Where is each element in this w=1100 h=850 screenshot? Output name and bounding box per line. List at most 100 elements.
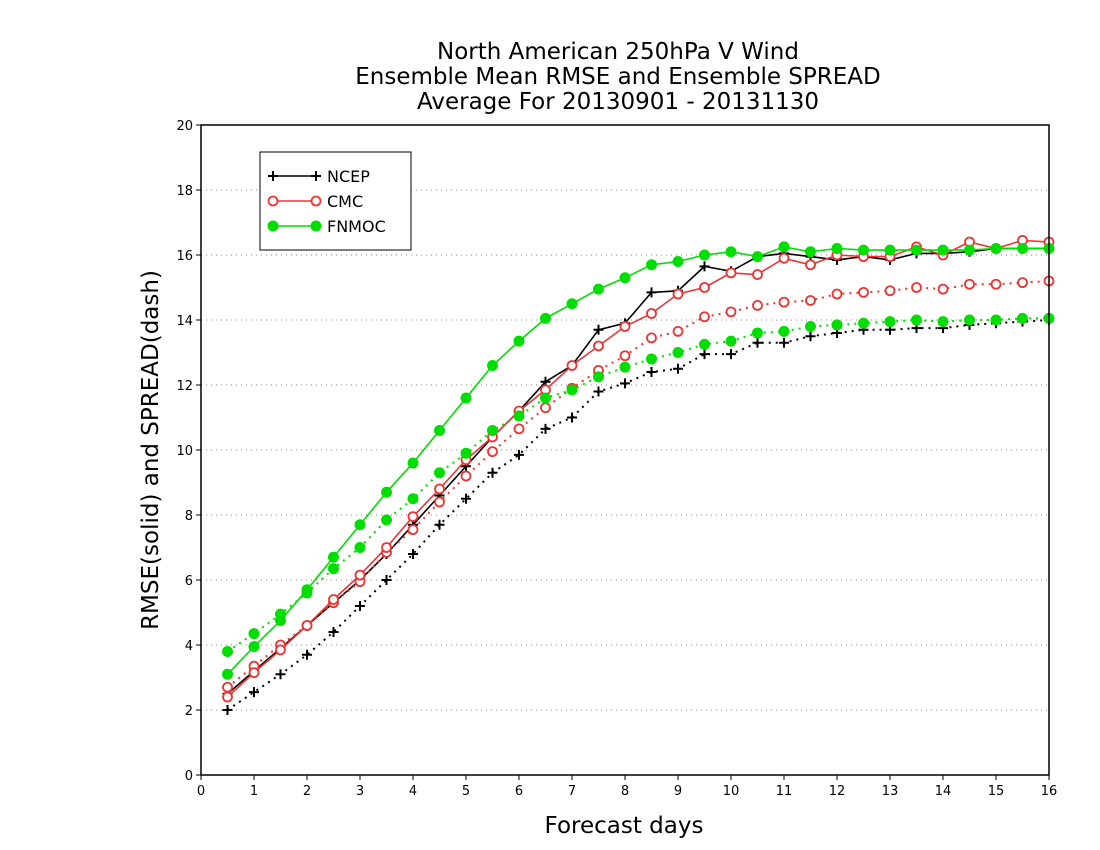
fnmoc-rmse-line (226, 246, 1049, 675)
ncep-rmse-point (699, 261, 710, 272)
cmc-rmse-point (566, 360, 578, 371)
cmc-rmse-point (646, 308, 657, 319)
y-tick-label: 12 (176, 379, 193, 394)
legend-cmc-label: CMC (327, 192, 363, 211)
series-layer (222, 234, 1055, 715)
y-tick-label: 2 (185, 704, 193, 719)
fnmoc-rmse-point (858, 244, 869, 256)
fnmoc-spread-point (725, 335, 737, 347)
cmc-spread-point (778, 296, 790, 308)
ncep-spread-point (355, 601, 365, 611)
fnmoc-rmse-point (487, 360, 498, 371)
legend-fnmoc-marker (310, 220, 322, 232)
x-tick-label: 6 (515, 784, 523, 799)
ncep-rmse-point (593, 324, 604, 335)
cmc-spread-point (831, 288, 843, 300)
fnmoc-spread-point (248, 628, 260, 640)
cmc-spread-point (434, 496, 445, 508)
fnmoc-rmse-point (990, 243, 1002, 254)
fnmoc-spread-point (540, 392, 551, 404)
cmc-spread-point (619, 350, 631, 362)
x-tick-label: 4 (409, 784, 417, 799)
x-tick-label: 0 (197, 784, 205, 799)
fnmoc-rmse-point (725, 246, 737, 258)
fnmoc-rmse-point (593, 283, 604, 295)
fnmoc-rmse-point (354, 519, 366, 531)
ncep-spread-point (408, 549, 418, 559)
ncep-rmse-line (226, 247, 1049, 695)
fnmoc-rmse-point (328, 551, 339, 563)
fnmoc-rmse-point (778, 241, 790, 253)
cmc-rmse-point (328, 594, 339, 605)
cmc-spread-point (540, 402, 551, 414)
cmc-spread-point (884, 285, 896, 297)
ncep-spread-line (226, 319, 1050, 711)
cmc-spread-series (222, 275, 1055, 693)
chart-title-line-1: North American 250hPa V Wind (437, 39, 799, 65)
legend-ncep-marker (311, 171, 321, 181)
cmc-spread-point (805, 295, 816, 306)
x-tick-label: 1 (250, 784, 258, 799)
cmc-spread-line (226, 280, 1050, 689)
ncep-spread-point (567, 412, 577, 423)
fnmoc-rmse-point (301, 584, 313, 596)
cmc-rmse-point (222, 691, 233, 703)
fnmoc-rmse-point (407, 457, 419, 469)
fnmoc-spread-point (990, 314, 1002, 326)
cmc-spread-point (911, 282, 922, 293)
cmc-rmse-point (619, 321, 631, 332)
y-tick-label: 16 (176, 249, 193, 264)
fnmoc-spread-point (407, 493, 419, 505)
fnmoc-rmse-point (381, 486, 392, 498)
ncep-spread-series (222, 315, 1054, 715)
cmc-spread-point (937, 283, 949, 295)
y-tick-label: 18 (176, 184, 193, 199)
fnmoc-rmse-point (831, 243, 843, 254)
ncep-rmse-point (646, 287, 657, 298)
cmc-rmse-point (725, 267, 737, 279)
fnmoc-spread-series (222, 312, 1055, 657)
ncep-spread-point (646, 367, 657, 377)
fnmoc-rmse-point (540, 312, 551, 324)
cmc-spread-point (513, 423, 525, 435)
cmc-spread-point (222, 681, 233, 693)
cmc-spread-point (725, 306, 737, 318)
cmc-rmse-point (275, 644, 286, 656)
ncep-spread-point (673, 363, 683, 374)
fnmoc-spread-point (619, 361, 631, 373)
ncep-spread-point (328, 627, 339, 637)
legend-fnmoc-label: FNMOC (327, 217, 386, 236)
cmc-spread-point (699, 311, 710, 323)
legend-ncep-marker (268, 171, 278, 181)
fnmoc-spread-point (487, 425, 498, 436)
ncep-rmse-series (222, 243, 1054, 699)
fnmoc-rmse-point (513, 335, 525, 347)
ncep-spread-point (434, 519, 445, 530)
x-tick-label: 10 (723, 784, 740, 799)
x-tick-label: 15 (988, 784, 1005, 799)
cmc-rmse-point (778, 252, 790, 264)
fnmoc-spread-point (937, 316, 949, 328)
x-axis-title: Forecast days (545, 813, 704, 839)
fnmoc-spread-point (328, 563, 339, 575)
ncep-spread-point (381, 575, 392, 585)
fnmoc-rmse-point (248, 641, 260, 653)
fnmoc-spread-point (699, 338, 710, 350)
ncep-spread-point (699, 349, 710, 360)
ncep-spread-point (275, 669, 286, 680)
ncep-spread-point (461, 493, 471, 504)
fnmoc-spread-point (513, 410, 525, 422)
ncep-spread-point (593, 386, 604, 397)
legend-cmc-marker (267, 195, 279, 207)
x-tick-label: 13 (882, 784, 899, 799)
cmc-rmse-point (301, 620, 313, 631)
y-tick-label: 6 (185, 574, 193, 589)
fnmoc-rmse-point (646, 259, 657, 271)
cmc-spread-point (858, 286, 869, 298)
fnmoc-spread-line (226, 317, 1049, 653)
cmc-spread-point (1017, 277, 1028, 289)
cmc-rmse-point (407, 511, 419, 523)
fnmoc-rmse-point (805, 246, 816, 258)
cmc-spread-point (407, 524, 419, 536)
y-tick-label: 20 (176, 119, 193, 134)
